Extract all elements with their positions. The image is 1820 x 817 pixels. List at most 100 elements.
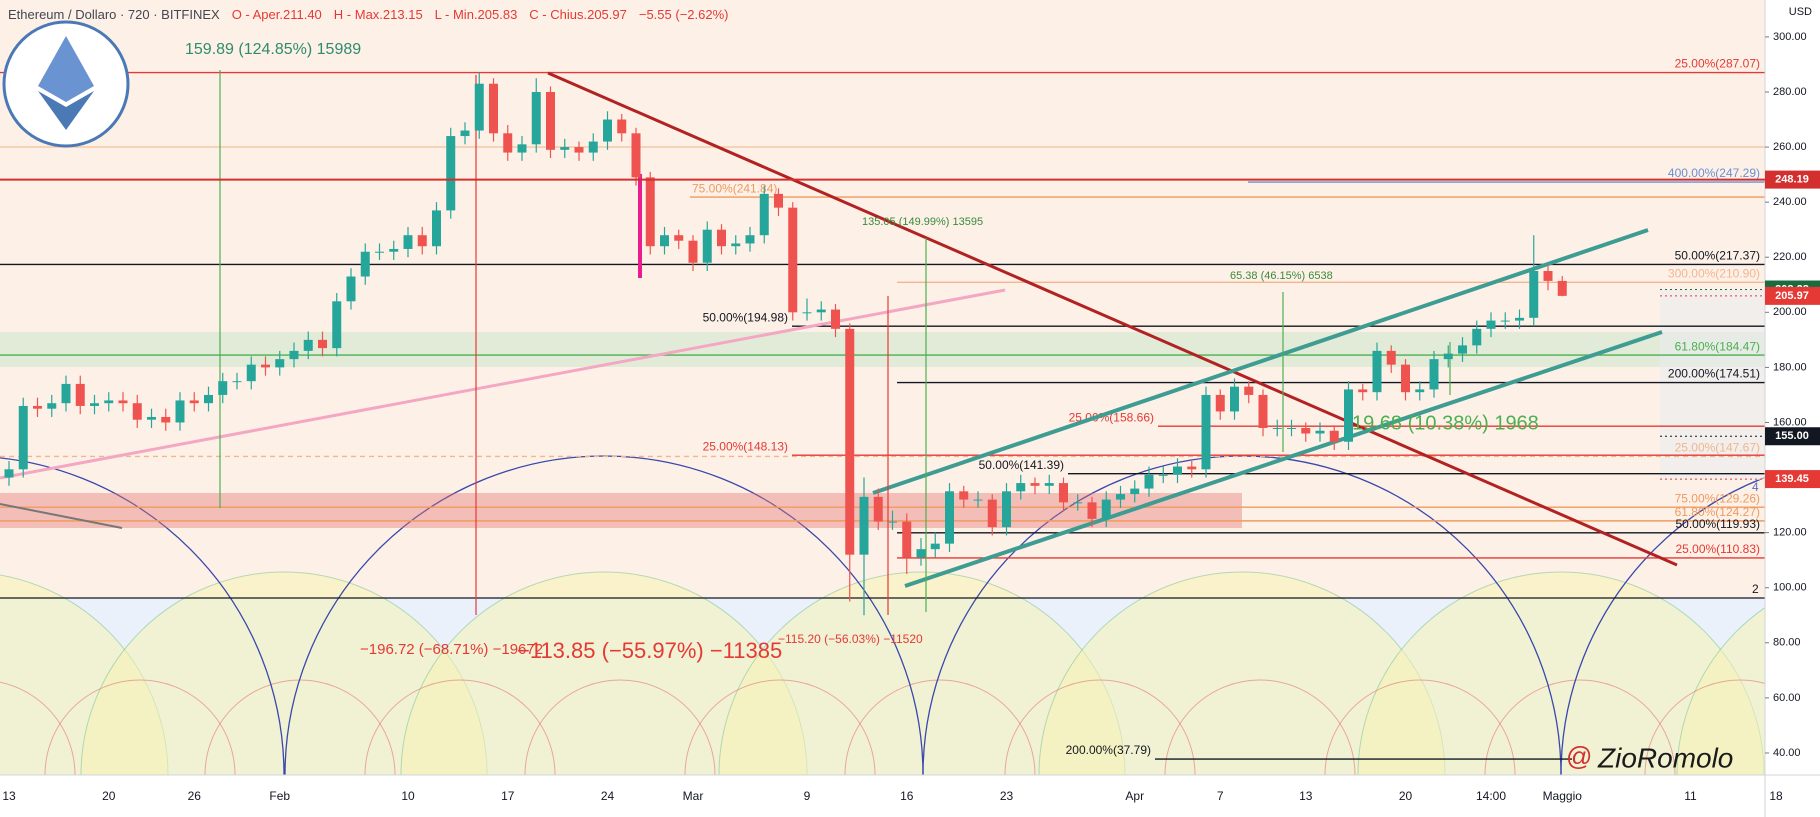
annotations: 159.89 (124.85%) 15989 135.05 (149.99%) 1… [28,34,1759,773]
x-tick-label: Apr [1125,789,1144,803]
fib-level-label: 25.00%(110.83) [1675,542,1760,556]
candle-body [1116,494,1125,500]
arc-small [1484,679,1676,776]
logo-top [38,36,94,102]
y-tick-label: 40.00 [1773,747,1801,759]
header: Ethereum / Dollaro · 720 · BITFINEX O - … [8,7,728,22]
candle-body [816,309,826,313]
candle-body [531,91,541,145]
candle-body [318,339,327,349]
candle-body [788,207,798,313]
y-tick-label: 300.00 [1773,31,1807,43]
y-tick-label: 200.00 [1773,306,1807,318]
candle-body [360,251,370,277]
candle-body [47,403,57,409]
candle-body [1415,389,1425,393]
candle-body [132,403,142,420]
candle-body [389,248,399,252]
candle-body [289,350,299,360]
candle-body [161,416,171,423]
candle-body [603,119,612,142]
annotation: 135.05 (149.99%) 13595 [862,216,983,228]
arc-large [0,457,285,776]
arc-large [1560,461,1820,776]
candle-body [1073,502,1083,504]
trend-line [0,503,123,529]
annotation: 19.68 (10.38%) 1968 [1352,412,1539,434]
candle-body [375,251,384,253]
candle-body [75,383,85,406]
annotation: @ [1566,741,1592,771]
candle-body [460,130,470,137]
candle-body [1215,394,1225,412]
candle-body [1201,394,1211,470]
x-tick-label: 9 [804,789,811,803]
candle-body [446,136,456,211]
ohlc-item: O - Aper.211.40 [231,7,322,22]
ohlc-item: C - Chius.205.97 [529,7,627,22]
x-tick-label: Feb [269,789,290,803]
candle-body [1230,386,1239,412]
candle-body [845,328,855,555]
price-tag [1765,286,1820,305]
fib-level-label: 25.00%(148.13) [703,439,788,453]
price-tag-label: 155.00 [1775,430,1809,442]
y-tick-label: 260.00 [1773,141,1807,153]
candle-body [546,91,555,150]
arc-small [364,679,556,776]
fib-level-label: 61.80%(124.27) [1675,505,1760,519]
price-tag [1765,470,1820,489]
candle-body [645,177,655,247]
candle-body [275,359,285,368]
candle-body [489,83,498,134]
x-tick-label: 13 [1299,789,1313,803]
candle-body [417,235,427,247]
candle-body [1087,502,1097,519]
candle-body [1244,386,1254,395]
candle-body [403,235,413,249]
candle-body [1401,364,1410,393]
fib-level-label: 50.00%(217.37) [1675,249,1760,263]
candle-body [574,147,584,153]
candle-body [1002,491,1011,528]
candle-body [474,83,484,131]
candle-body [959,491,969,500]
candle-body [1144,474,1154,489]
price-tag-label: 205.97 [1775,290,1809,302]
ohlc-item: H - Max.213.15 [333,7,423,22]
candle-body [660,235,669,247]
channel-lower [904,330,1663,588]
candle-body [831,309,840,329]
candle-body [204,394,213,404]
annotation: −115.20 (−56.03%) −11520 [778,632,923,646]
candle-body [246,364,256,382]
candle-body [33,405,42,409]
ohlc-item: −5.55 (−2.62%) [638,7,729,22]
candle-body [902,521,912,558]
candle-body [303,339,313,351]
x-tick-label: 13 [2,789,16,803]
arc-small [524,679,716,776]
candle-body [1301,427,1311,434]
fib-level-label: 75.00%(241.84) [692,181,777,195]
candle-body [1515,317,1524,321]
arc-small [1324,679,1516,776]
ohlc-item: L - Min.205.83 [434,7,518,22]
candle-body [1472,328,1482,346]
candle-body [688,240,698,263]
candle-body [232,381,242,383]
x-tick-label: 24 [601,789,615,803]
candle-body [702,229,712,263]
candle-body [1358,389,1368,393]
fib-arcs [0,455,1820,776]
candle-body [61,383,71,404]
candle-body [859,496,869,555]
candle-body [945,491,954,544]
candle-body [118,400,128,404]
candle-body [218,381,228,395]
candle-body [1258,394,1268,428]
candle-body [90,403,99,406]
candle-body [189,400,199,404]
arc-small [1004,679,1196,776]
